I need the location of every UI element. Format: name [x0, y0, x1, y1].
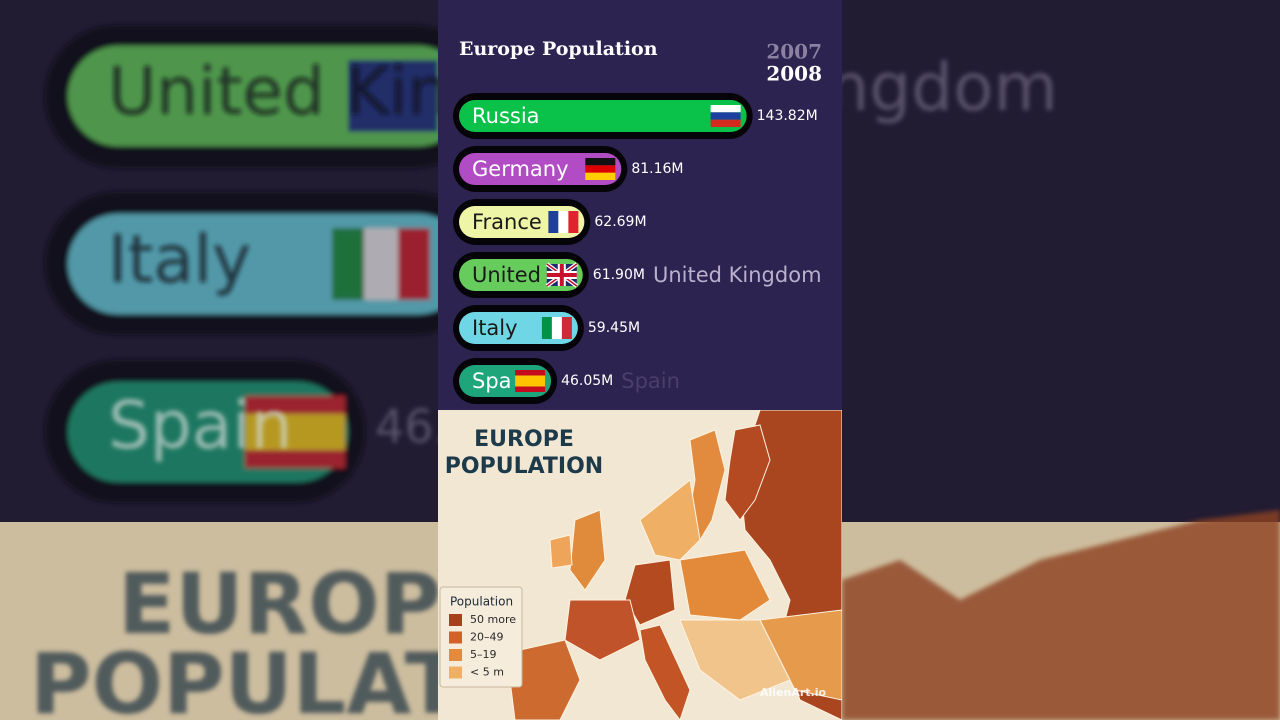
bar [459, 153, 622, 185]
legend-title: Population [450, 595, 513, 609]
current-year: 2008 [766, 62, 822, 86]
flag-stripe [585, 165, 616, 173]
flag-icon [710, 105, 741, 127]
previous-year: 2007 [766, 40, 822, 64]
background-value-label: 46.05M [375, 400, 546, 454]
flag-stripe [710, 105, 741, 113]
background-right: United Kingdom [528, 0, 1280, 720]
legend-label: 50 more [470, 613, 516, 626]
flag-stripe [568, 211, 579, 233]
bar-category-label: Spain [472, 369, 531, 393]
legend-swatch [449, 649, 462, 661]
background-map-title: POPULATION [30, 635, 635, 720]
bar-row: Russia 143.82M [453, 93, 818, 139]
bar-category-label: Italy [472, 316, 518, 340]
flag-stripe [548, 211, 559, 233]
legend-box [439, 586, 523, 688]
background-left: United KingdomItalySpain46.05MEUROPEPOPU… [0, 0, 638, 720]
background-category-label: Spain [108, 387, 292, 464]
legend-label: 5–19 [470, 648, 497, 661]
flag-stripe [585, 172, 616, 180]
value-label: 61.90M [593, 267, 645, 283]
flag-stripe [561, 317, 572, 339]
flag-icon [585, 158, 616, 180]
legend-label: < 5 m [470, 666, 504, 679]
bar-category-label: Russia [472, 104, 540, 128]
background-map-title: EUROPE [118, 555, 499, 653]
bar-name-label: United Kingdom [653, 263, 822, 287]
bar-category-label: Germany [472, 157, 569, 181]
bar-row: France 62.69M [453, 199, 647, 245]
watermark: AlienArt.io [760, 686, 826, 699]
chart-title: Europe Population [459, 38, 658, 60]
map-title: EUROPE [474, 427, 574, 452]
flag-stripe [558, 211, 569, 233]
flag-stripe [710, 112, 741, 120]
bar-name-label: Spain [621, 369, 680, 393]
bar-category-label: United Kingdom [472, 263, 641, 287]
value-label: 59.45M [588, 320, 640, 336]
value-label: 62.69M [594, 214, 646, 230]
map-title: POPULATION [445, 454, 603, 479]
flag-stripe [541, 317, 552, 339]
value-label: 81.16M [631, 161, 683, 177]
flag-stripe [546, 273, 577, 277]
bar-row: Spain 46.05M Spain [453, 358, 680, 404]
flag-icon [541, 317, 572, 339]
flag-stripe [710, 119, 741, 127]
flag-stripe [551, 317, 562, 339]
bar-row: Italy 59.45M [453, 305, 640, 351]
bar [459, 100, 747, 132]
flag-stripe [515, 375, 546, 387]
background-name-label: United Kingdom [528, 49, 1058, 126]
flag-icon [545, 262, 578, 288]
bar-row: Germany 81.16M [453, 146, 683, 192]
flag-icon [515, 370, 546, 392]
legend-swatch [449, 666, 462, 679]
value-label: 143.82M [757, 108, 818, 124]
value-label: 46.05M [561, 373, 613, 389]
background-category-label: Italy [108, 221, 251, 298]
legend-swatch [449, 614, 462, 626]
flag-stripe [585, 158, 616, 166]
bar-group: Russia 143.82M Germany 81.16M France 62.69M Un… [453, 93, 822, 404]
bar-category-label: France [472, 210, 542, 234]
legend-label: 20–49 [470, 631, 504, 644]
legend-swatch [449, 631, 462, 644]
background-category-label: United Kingdom [108, 53, 638, 130]
flag-icon [548, 211, 579, 233]
